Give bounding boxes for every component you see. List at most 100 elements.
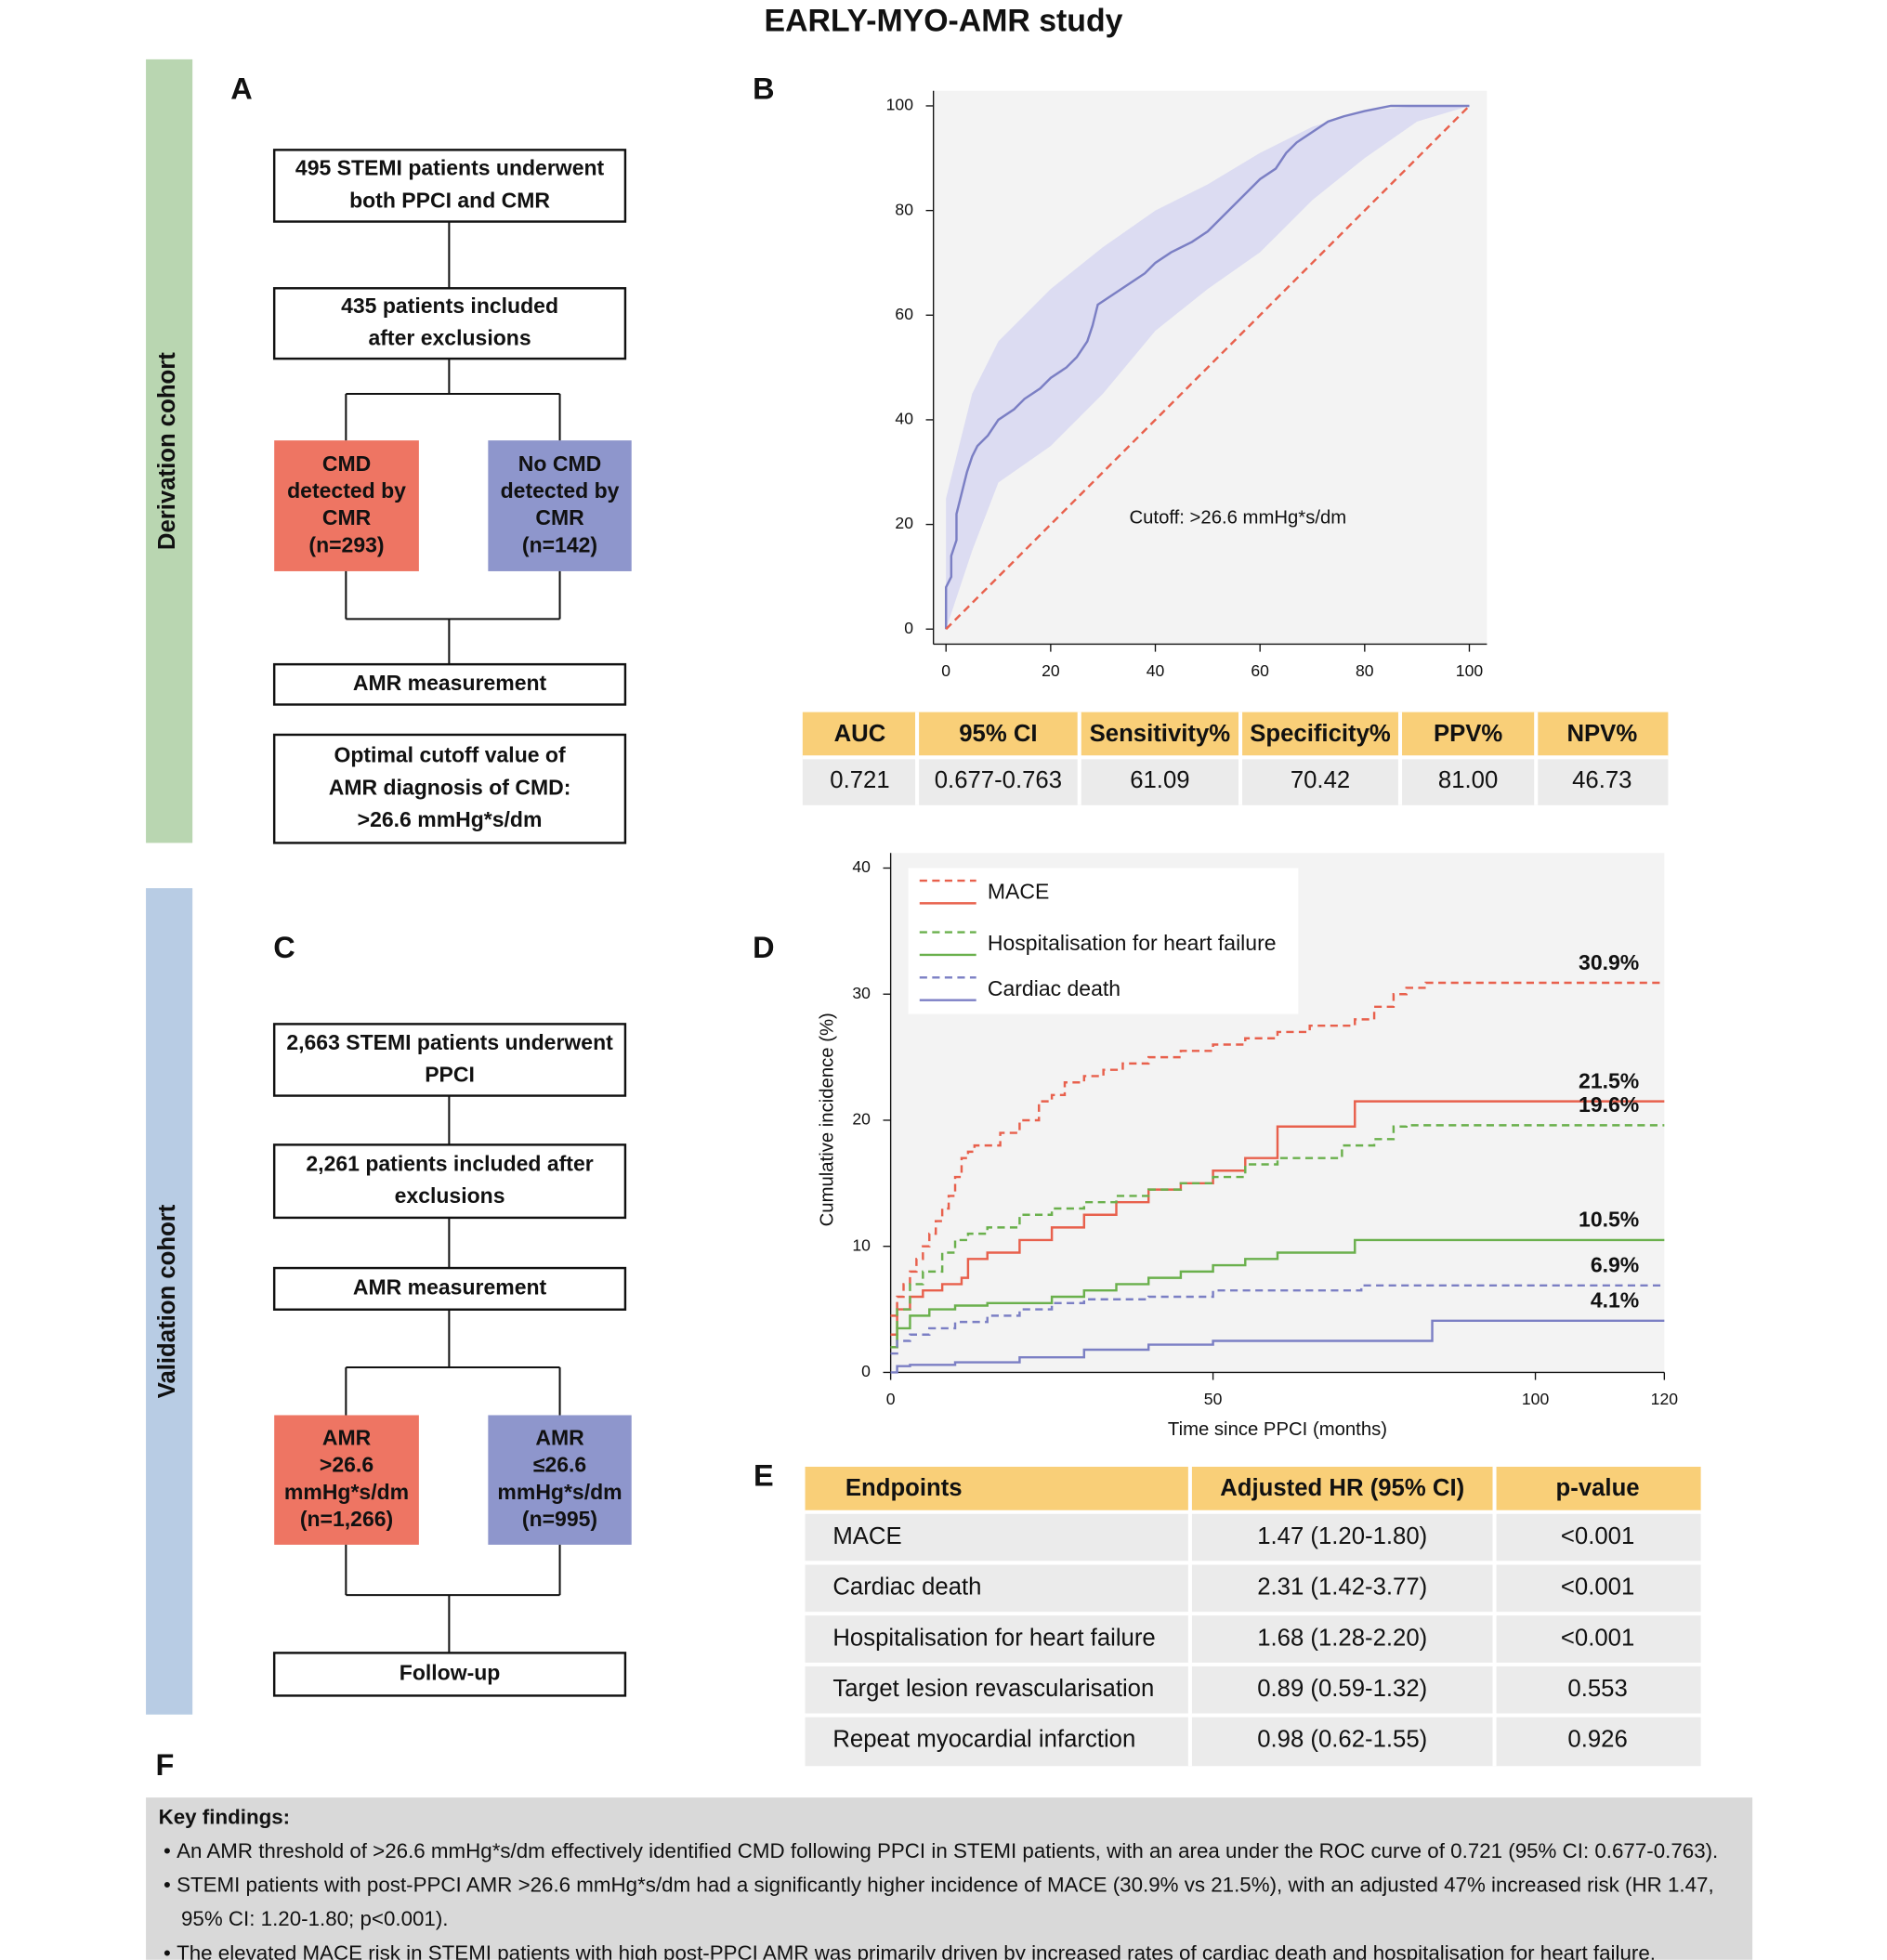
table-header: Endpoints (845, 1475, 963, 1501)
table-cell: 1.47 (1.20-1.80) (1257, 1523, 1427, 1549)
x-tick-label: 100 (1522, 1390, 1550, 1408)
finding-bullet: An AMR threshold of >26.6 mmHg*s/dm effe… (159, 1836, 1747, 1870)
finding-bullet: STEMI patients with post-PPCI AMR >26.6 … (159, 1869, 1747, 1937)
flow-text: detected by (287, 478, 406, 503)
table-cell: 0.926 (1567, 1727, 1627, 1753)
table-header: Sensitivity% (1090, 721, 1231, 747)
flow-text: exclusions (395, 1183, 505, 1208)
table-cell: 1.68 (1.28-2.20) (1257, 1625, 1427, 1651)
panel-label: A (230, 72, 252, 105)
end-label: 19.6% (1579, 1092, 1639, 1117)
table-cell: <0.001 (1561, 1625, 1634, 1651)
table-cell: 46.73 (1572, 767, 1631, 793)
panel-label: B (753, 72, 774, 105)
table-cell: <0.001 (1561, 1575, 1634, 1601)
flow-text: ≤26.6 (533, 1453, 586, 1477)
flow-text: detected by (501, 478, 620, 503)
table-header: Adjusted HR (95% CI) (1220, 1475, 1464, 1501)
annotation: Cutoff: >26.6 mmHg*s/dm (1129, 507, 1346, 528)
legend-label: MACE (988, 880, 1049, 904)
flow-text: mmHg*s/dm (497, 1480, 622, 1504)
flow-text: (n=293) (308, 532, 384, 556)
flow-text: 2,261 patients included after (306, 1151, 593, 1175)
key-findings: Key findings: An AMR threshold of >26.6 m… (159, 1801, 1747, 1960)
flow-box (272, 287, 627, 360)
flow-text: CMD (322, 451, 371, 476)
table-header: p-value (1556, 1475, 1640, 1501)
table-cell: 0.553 (1567, 1676, 1627, 1702)
flow-box (274, 440, 419, 571)
series-line (890, 1100, 1665, 1336)
end-label: 4.1% (1591, 1288, 1639, 1313)
series-line (944, 104, 1470, 630)
y-axis-label: Cumulative incidence (%) (817, 1013, 837, 1226)
legend-label: Hospitalisation for heart failure (988, 931, 1277, 955)
table-cell: 2.31 (1.42-3.77) (1257, 1575, 1427, 1601)
end-label: 21.5% (1579, 1068, 1639, 1092)
flow-text: (n=995) (522, 1507, 597, 1531)
flow-text: after exclusions (368, 326, 531, 350)
y-tick-label: 80 (895, 200, 913, 218)
y-tick-label: 40 (895, 410, 913, 428)
series-line (945, 105, 1471, 631)
table-row-bg (805, 1664, 1701, 1716)
flow-text: AMR measurement (353, 1274, 547, 1299)
table-row-bg (805, 1562, 1701, 1614)
y-tick-label: 40 (852, 857, 871, 876)
finding-bullet: The elevated MACE risk in STEMI patients… (159, 1937, 1747, 1960)
panel-label: F (155, 1748, 174, 1782)
table-header: PPV% (1434, 721, 1502, 747)
flow-text: AMR measurement (353, 671, 547, 695)
flow-box (272, 1266, 627, 1311)
flow-text: 2,663 STEMI patients underwent (286, 1030, 613, 1054)
y-tick-label: 10 (852, 1235, 871, 1254)
flow-box (488, 1415, 632, 1545)
end-label: 10.5% (1579, 1208, 1639, 1232)
cohort-label: Derivation cohort (154, 352, 180, 550)
table-cell: Cardiac death (832, 1575, 981, 1601)
x-tick-label: 0 (941, 661, 950, 680)
y-tick-label: 0 (904, 619, 913, 637)
x-tick-label: 80 (1356, 661, 1374, 680)
table-cell: Repeat myocardial infarction (832, 1727, 1135, 1753)
table-cell: 70.42 (1291, 767, 1350, 793)
findings: Key findings: An AMR threshold of >26.6 m… (159, 1801, 1747, 1960)
legend (908, 868, 1299, 1014)
table-row-bg (802, 757, 1669, 805)
end-label: 6.9% (1591, 1253, 1639, 1277)
findings-heading: Key findings: (158, 1806, 291, 1829)
table-cell: 0.98 (0.62-1.55) (1257, 1727, 1427, 1753)
x-tick-label: 40 (1147, 661, 1165, 680)
cohort-label: Validation cohort (154, 1204, 180, 1398)
flow-text: AMR (322, 1426, 372, 1450)
x-tick-label: 0 (886, 1390, 896, 1408)
y-tick-label: 20 (852, 1110, 871, 1129)
panel-label: E (753, 1459, 774, 1493)
flow-text: CMR (535, 505, 584, 529)
table-header-bg (802, 712, 1669, 758)
flow-box (272, 1023, 627, 1097)
x-tick-label: 120 (1651, 1390, 1679, 1408)
y-tick-label: 30 (852, 984, 871, 1002)
table-cell: Target lesion revascularisation (832, 1676, 1154, 1702)
table-header: Specificity% (1250, 721, 1391, 747)
flow-text: >26.6 (320, 1453, 373, 1477)
flow-text: No CMD (518, 451, 601, 476)
y-tick-label: 60 (895, 305, 913, 323)
table-header: NPV% (1566, 721, 1637, 747)
flow-text: PPCI (425, 1062, 475, 1086)
end-label: 30.9% (1579, 950, 1639, 974)
y-tick-label: 20 (895, 514, 913, 532)
flow-text: mmHg*s/dm (284, 1480, 409, 1504)
x-tick-label: 60 (1251, 661, 1269, 680)
flow-text: AMR diagnosis of CMD: (329, 775, 571, 799)
flow-text: (n=1,266) (300, 1507, 393, 1531)
flow-text: (n=142) (522, 532, 597, 556)
flow-text: both PPCI and CMR (349, 188, 550, 212)
flow-text: 435 patients included (341, 294, 558, 318)
table-cell: 0.677-0.763 (935, 767, 1062, 793)
panel-label: C (273, 931, 295, 964)
flow-box (488, 440, 632, 571)
x-tick-label: 100 (1456, 661, 1484, 680)
